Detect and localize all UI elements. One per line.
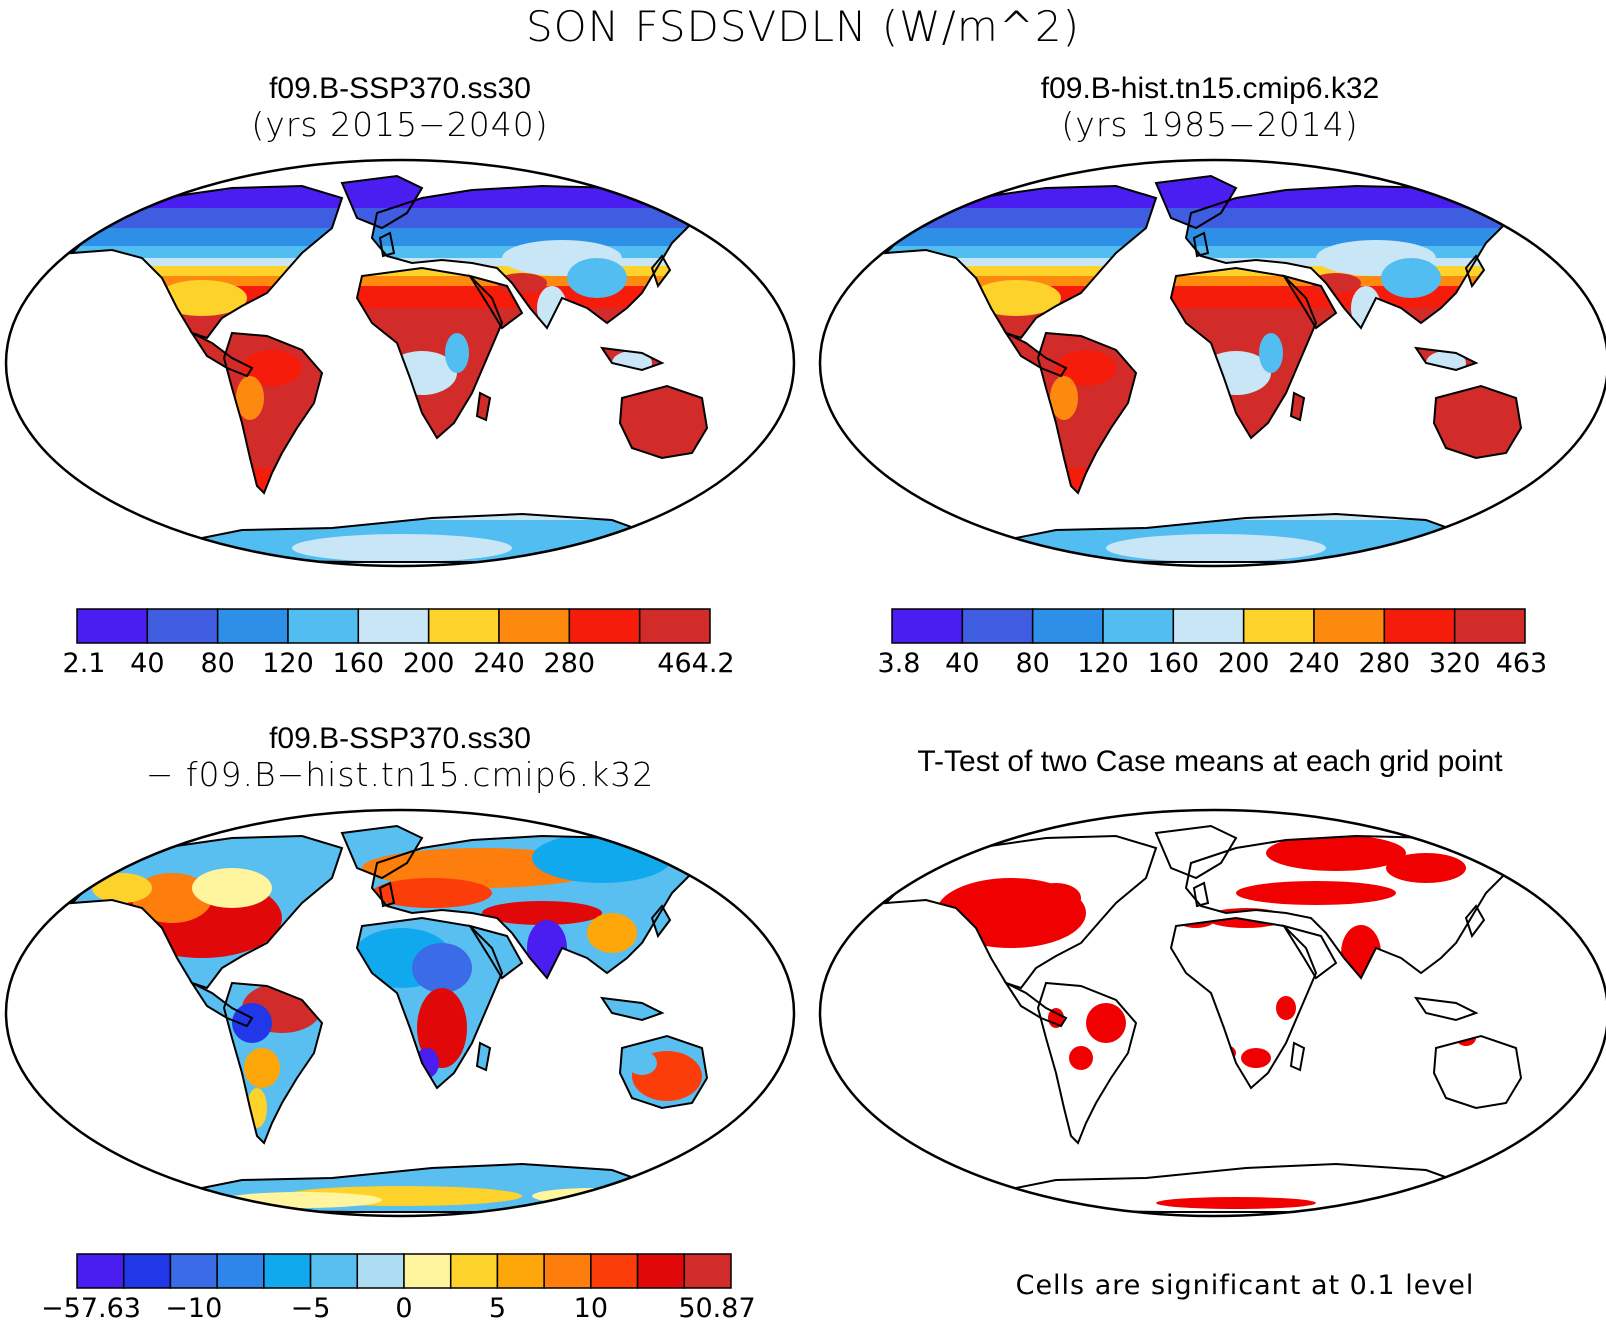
colorbar-swatch bbox=[357, 608, 430, 644]
colorbar-swatch bbox=[169, 1253, 218, 1289]
colorbar-swatch bbox=[356, 1253, 405, 1289]
panel1-title: f09.B-SSP370.ss30 (yrs 2015−2040) bbox=[195, 72, 605, 144]
colorbar-tick-label: 10 bbox=[574, 1293, 608, 1323]
colorbar-tick-label: 240 bbox=[473, 648, 525, 679]
colorbar-tick-label: 463 bbox=[1496, 648, 1548, 679]
colorbar-tick-label: 40 bbox=[130, 648, 164, 679]
colorbar-tick-label: 5 bbox=[489, 1293, 506, 1323]
colorbar-swatch bbox=[309, 1253, 359, 1289]
colorbar-tick-label: 160 bbox=[1148, 648, 1200, 679]
colorbar-tick-label: 280 bbox=[1359, 648, 1411, 679]
colorbar-tick-label: 200 bbox=[1218, 648, 1270, 679]
colorbar-tick-label: 320 bbox=[1429, 648, 1481, 679]
colorbar-swatch bbox=[961, 608, 1034, 644]
panel3-title: f09.B-SSP370.ss30 − f09.B−hist.tn15.cmip… bbox=[95, 722, 705, 794]
colorbar-swatch bbox=[498, 608, 571, 644]
colorbar-swatch bbox=[1102, 608, 1175, 644]
panel1-years: (yrs 2015−2040) bbox=[251, 105, 549, 144]
colorbar-swatch bbox=[496, 1253, 545, 1289]
map-boundary bbox=[818, 158, 1606, 568]
panel2-case-name: f09.B-hist.tn15.cmip6.k32 bbox=[1040, 72, 1380, 105]
colorbar-swatch bbox=[146, 608, 219, 644]
colorbar-tick-label: 240 bbox=[1288, 648, 1340, 679]
colorbar-hist: 3.8 40 80 120 160 200 240 280 320 463 bbox=[878, 608, 1548, 679]
colorbar-swatch bbox=[636, 1253, 686, 1289]
panel2-years: (yrs 1985−2014) bbox=[1061, 105, 1359, 144]
colorbar-tick-label: 40 bbox=[945, 648, 979, 679]
colorbar-tick-label: 3.8 bbox=[878, 648, 921, 679]
colorbar-swatch bbox=[1031, 608, 1104, 644]
colorbar-swatch bbox=[1313, 608, 1386, 644]
colorbar-tick-label: 464.2 bbox=[657, 648, 734, 679]
colorbar-swatch bbox=[76, 1253, 125, 1289]
colorbar-swatch bbox=[1383, 608, 1456, 644]
panel1-case-name: f09.B-SSP370.ss30 bbox=[269, 72, 531, 105]
colorbar-swatch bbox=[1453, 608, 1526, 644]
colorbar-tick-label: 0 bbox=[395, 1293, 412, 1323]
map-panel-ssp370 bbox=[4, 158, 796, 568]
panel4-ttest-title: T-Test of two Case means at each grid po… bbox=[917, 745, 1503, 778]
colorbar-tick-label: −5 bbox=[291, 1293, 331, 1323]
colorbar-difference: −57.63 −10 −5 0 5 10 50.87 bbox=[41, 1253, 756, 1323]
colorbar-swatch bbox=[543, 1253, 592, 1289]
colorbar-tick-label: 80 bbox=[200, 648, 234, 679]
colorbar-swatch bbox=[638, 608, 711, 644]
map-boundary bbox=[4, 808, 796, 1218]
colorbar-tick-label: 120 bbox=[262, 648, 314, 679]
map-boundary bbox=[4, 158, 796, 568]
colorbar-swatch bbox=[1172, 608, 1245, 644]
colorbar-swatch bbox=[1242, 608, 1315, 644]
map-boundary bbox=[818, 808, 1606, 1218]
map-panel-hist bbox=[818, 158, 1606, 568]
figure-title: SON FSDSVDLN (W/m^2) bbox=[525, 2, 1081, 51]
colorbar-swatch bbox=[449, 1253, 499, 1289]
colorbar-tick-label: 50.87 bbox=[678, 1293, 755, 1323]
colorbar-ssp370: 2.1 40 80 120 160 200 240 280 464.2 bbox=[63, 608, 735, 679]
map-panel-ttest bbox=[818, 808, 1606, 1218]
significance-note: Cells are significant at 0.1 level bbox=[1015, 1270, 1475, 1301]
colorbar-swatch bbox=[683, 1253, 732, 1289]
colorbar-swatch bbox=[76, 608, 149, 644]
panel2-title: f09.B-hist.tn15.cmip6.k32 (yrs 1985−2014… bbox=[990, 72, 1430, 144]
colorbar-tick-label: 280 bbox=[544, 648, 596, 679]
colorbar-tick-label: 80 bbox=[1015, 648, 1049, 679]
colorbar-tick-label: −57.63 bbox=[41, 1293, 141, 1323]
colorbar-tick-label: −10 bbox=[165, 1293, 222, 1323]
colorbar-swatch bbox=[427, 608, 500, 644]
colorbar-swatch bbox=[122, 1253, 172, 1289]
colorbar-swatch bbox=[590, 1253, 639, 1289]
panel4-title: T-Test of two Case means at each grid po… bbox=[840, 745, 1580, 779]
colorbar-swatch bbox=[891, 608, 964, 644]
colorbar-swatch bbox=[216, 608, 289, 644]
colorbar-tick-label: 160 bbox=[333, 648, 385, 679]
colorbar-swatch bbox=[216, 1253, 265, 1289]
panel3-case-name: f09.B-SSP370.ss30 bbox=[269, 722, 531, 755]
colorbar-swatch bbox=[263, 1253, 312, 1289]
colorbar-tick-label: 120 bbox=[1077, 648, 1129, 679]
colorbar-swatch bbox=[568, 608, 641, 644]
panel3-minus-case: − f09.B−hist.tn15.cmip6.k32 bbox=[145, 755, 655, 794]
colorbar-tick-label: 200 bbox=[403, 648, 455, 679]
colorbar-tick-label: 2.1 bbox=[63, 648, 106, 679]
map-panel-difference bbox=[4, 808, 796, 1218]
colorbar-swatch bbox=[287, 608, 360, 644]
colorbar-swatch bbox=[403, 1253, 452, 1289]
